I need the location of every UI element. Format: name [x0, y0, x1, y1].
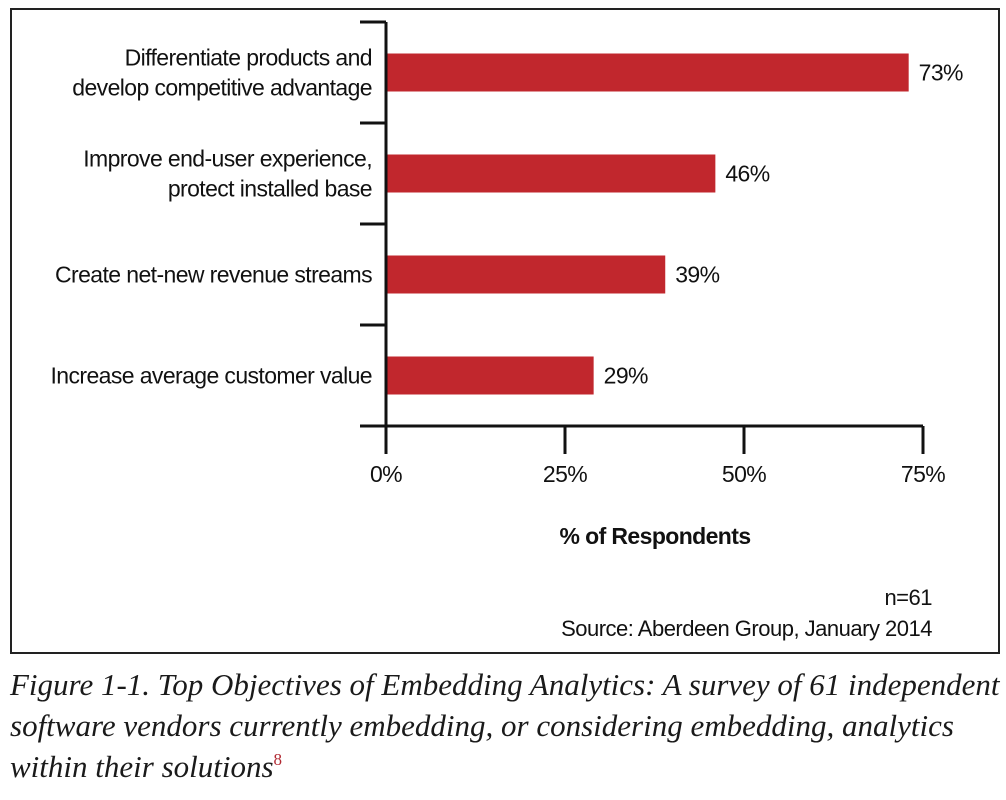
figure-caption: Figure 1-1. Top Objectives of Embedding … — [10, 664, 1000, 787]
category-label-1: Differentiate products and develop compet… — [72, 45, 372, 101]
sample-size-note: n=61 — [884, 585, 932, 610]
value-label-2: 46% — [725, 161, 769, 187]
bar-4 — [386, 356, 594, 395]
category-label-4: Increase average customer value — [51, 363, 372, 389]
bar-1 — [386, 53, 909, 92]
value-label-4: 29% — [604, 363, 648, 389]
source-note: Source: Aberdeen Group, January 2014 — [561, 616, 932, 641]
axes-layer — [360, 20, 925, 454]
category-label-2: Improve end-user experience, protect inst… — [83, 146, 372, 202]
x-tick-label-1: 0% — [370, 461, 402, 487]
bars-layer — [386, 53, 909, 395]
labels-layer: 73% Differentiate products and develop com… — [51, 45, 964, 488]
bar-2 — [386, 154, 716, 193]
value-label-3: 39% — [675, 262, 719, 288]
x-tick-label-2: 25% — [543, 461, 587, 487]
x-axis-title: % of Respondents — [559, 523, 750, 549]
figure-frame: 73% Differentiate products and develop com… — [10, 8, 1000, 654]
caption-text: Figure 1-1. Top Objectives of Embedding … — [10, 667, 1000, 784]
x-tick-label-3: 50% — [722, 461, 766, 487]
caption-footnote-marker: 8 — [273, 750, 283, 769]
bar-chart: 73% Differentiate products and develop com… — [51, 20, 964, 641]
x-tick-label-4: 75% — [901, 461, 945, 487]
category-label-3: Create net-new revenue streams — [55, 262, 372, 288]
bar-3 — [386, 255, 666, 294]
value-label-1: 73% — [919, 60, 963, 86]
